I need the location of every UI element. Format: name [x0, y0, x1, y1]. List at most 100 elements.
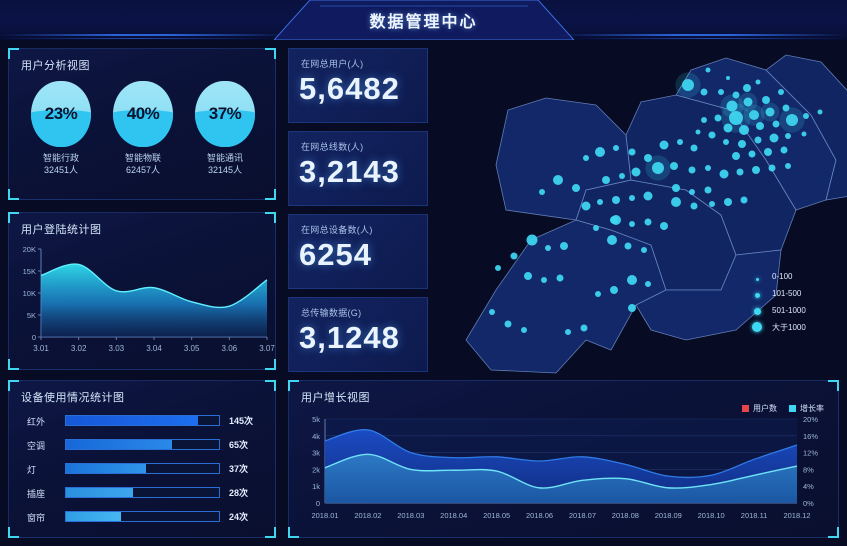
map-data-point	[629, 195, 635, 201]
water-wave	[113, 117, 173, 147]
water-circle-item[interactable]: 40% 智能物联 62457人	[113, 81, 173, 176]
map-data-point	[723, 123, 733, 133]
water-circle-item[interactable]: 23% 智能行政 32451人	[31, 81, 91, 176]
map-data-point	[641, 247, 647, 253]
device-bar-row[interactable]: 窗帘 24次	[9, 505, 277, 529]
device-bar-row[interactable]: 红外 145次	[9, 409, 277, 433]
kpi-label: 在网总线数(人)	[301, 142, 364, 152]
map-data-point	[610, 286, 618, 294]
map-data-point	[817, 109, 823, 115]
map-legend-row[interactable]: 501-1000	[750, 302, 806, 319]
login-x-tick: 3.07	[259, 344, 275, 353]
map-data-point	[595, 291, 601, 297]
map-region	[495, 97, 632, 221]
map-legend: 0-100 101-500 501-1000 大于1000	[750, 268, 806, 336]
legend-item-growth[interactable]: 增长率	[789, 403, 824, 414]
water-circle-percent: 37%	[208, 104, 242, 123]
map-data-point	[677, 139, 683, 145]
map-legend-dot	[750, 285, 764, 303]
water-circle-label: 智能物联	[124, 153, 161, 163]
map-data-point	[743, 84, 751, 92]
corner-bracket-tl	[8, 380, 19, 391]
map-data-point	[755, 79, 761, 85]
growth-y-tick-left: 1k	[312, 482, 320, 491]
map-data-point	[572, 184, 580, 192]
map-region	[635, 249, 782, 341]
region-map[interactable]	[436, 40, 847, 376]
growth-y-tick-right: 4%	[803, 482, 814, 491]
device-bar-value: 65次	[229, 440, 249, 450]
header-rule-right	[559, 34, 847, 36]
map-data-point	[736, 168, 744, 176]
map-data-point	[719, 169, 729, 179]
device-bar-fill	[66, 488, 134, 497]
login-x-tick: 3.01	[33, 344, 49, 353]
login-area-chart: 0 5K 10K 15K 20K 3.01 3.02 3.03 3.04 3.05 3.06 3.07	[23, 245, 276, 353]
water-circle-gauge: 40%	[113, 81, 173, 147]
map-data-point	[749, 110, 759, 120]
legend-label-users: 用户数	[753, 404, 777, 413]
app-header: 数据管理中心	[0, 0, 847, 40]
map-data-point	[743, 97, 753, 107]
map-legend-row[interactable]: 0-100	[750, 268, 806, 285]
device-bar-row[interactable]: 空调 65次	[9, 433, 277, 457]
login-y-tick: 0	[32, 333, 36, 342]
login-x-tick: 3.04	[146, 344, 162, 353]
growth-x-tick: 2018.07	[569, 511, 596, 520]
kpi-card-online-users[interactable]: 在网总用户(人) 5,6482	[288, 48, 428, 123]
kpi-card-online-lines[interactable]: 在网总线数(人) 3,2143	[288, 131, 428, 206]
map-data-point	[690, 202, 698, 210]
water-circle-gauge: 23%	[31, 81, 91, 147]
water-circle-count: 62457人	[125, 165, 161, 176]
map-data-point	[772, 120, 780, 128]
device-bar-row[interactable]: 插座 28次	[9, 481, 277, 505]
kpi-card-total-data[interactable]: 总传输数据(G) 3,1248	[288, 297, 428, 372]
device-bar-label: 灯	[27, 465, 37, 475]
water-circle-percent: 40%	[126, 104, 160, 123]
map-legend-label: 501-1000	[772, 306, 806, 315]
kpi-value: 3,1248	[299, 320, 400, 355]
map-data-point	[660, 222, 668, 230]
map-data-point	[619, 173, 625, 179]
map-data-point	[612, 196, 620, 204]
map-data-point	[645, 281, 651, 287]
corner-bracket-tl	[288, 380, 299, 391]
kpi-label: 在网总用户(人)	[301, 59, 364, 69]
map-legend-row[interactable]: 101-500	[750, 285, 806, 302]
map-legend-row[interactable]: 大于1000	[750, 319, 806, 336]
growth-y-tick-left: 3k	[312, 449, 320, 458]
water-circle-item[interactable]: 37% 智能通讯 32145人	[195, 81, 255, 176]
map-data-point	[553, 175, 563, 185]
map-data-point	[672, 184, 680, 192]
device-bar-track	[65, 511, 220, 522]
map-data-point	[764, 148, 772, 156]
panel-device-usage: 设备使用情况统计图 红外 145次 空调 65次灯 37次 插座 28次 窗帘 24次	[8, 380, 276, 538]
map-data-point	[739, 125, 749, 135]
growth-y-tick-left: 2k	[312, 465, 320, 474]
map-data-point	[705, 67, 711, 73]
kpi-card-online-devices[interactable]: 在网总设备数(人) 6254	[288, 214, 428, 289]
map-data-point	[729, 111, 743, 125]
map-data-point	[690, 144, 698, 152]
map-data-point	[726, 100, 738, 112]
map-legend-dot	[750, 302, 764, 320]
map-data-point	[732, 91, 740, 99]
map-data-point	[756, 122, 764, 130]
corner-bracket-tr	[265, 212, 276, 223]
device-bar-row[interactable]: 灯 37次	[9, 457, 277, 481]
corner-bracket-tr	[265, 380, 276, 391]
growth-y-tick-left: 0	[316, 499, 320, 508]
map-data-point	[724, 198, 732, 206]
growth-x-tick: 2018.12	[783, 511, 810, 520]
map-data-point	[631, 167, 641, 177]
water-circle-percent: 23%	[44, 104, 78, 123]
legend-item-users[interactable]: 用户数	[742, 403, 777, 414]
growth-y-tick-left: 5k	[312, 415, 320, 424]
map-data-point	[580, 324, 588, 332]
map-data-point	[785, 163, 791, 169]
water-wave	[195, 117, 255, 147]
map-data-point	[545, 245, 551, 251]
login-y-tick: 5K	[27, 311, 36, 320]
page-title: 数据管理中心	[369, 14, 478, 31]
map-legend-dot	[750, 268, 764, 286]
